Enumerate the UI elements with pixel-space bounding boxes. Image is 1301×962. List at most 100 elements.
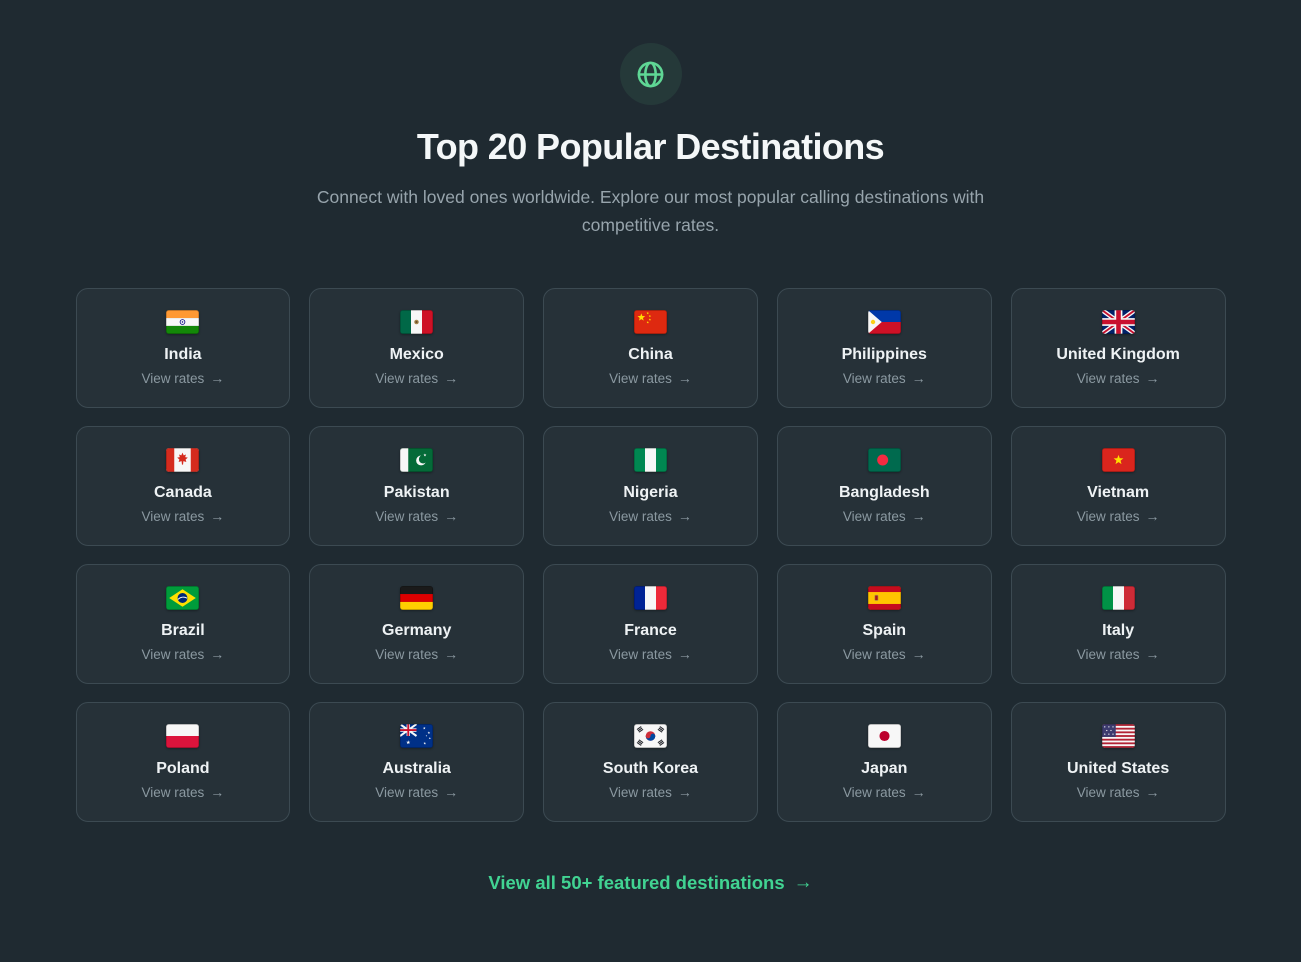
view-all-label: View all 50+ featured destinations xyxy=(488,872,785,893)
country-name: Vietnam xyxy=(1087,484,1150,501)
view-rates-link[interactable]: View rates → xyxy=(843,370,926,386)
united-kingdom-flag-icon xyxy=(1101,310,1135,334)
arrow-right-icon: → xyxy=(444,646,459,662)
country-name: Mexico xyxy=(389,346,444,363)
arrow-right-icon: → xyxy=(444,508,459,524)
destination-card-mx[interactable]: Mexico View rates → xyxy=(309,288,525,408)
destination-card-ng[interactable]: Nigeria View rates → xyxy=(543,426,758,546)
page-title: Top 20 Popular Destinations xyxy=(416,126,885,167)
view-rates-label: View rates xyxy=(1076,508,1140,524)
destination-card-it[interactable]: Italy View rates → xyxy=(1010,564,1226,684)
destination-card-in[interactable]: India View rates → xyxy=(75,288,291,408)
destination-card-au[interactable]: Australia View rates → xyxy=(309,702,525,822)
view-rates-link[interactable]: View rates → xyxy=(843,508,926,524)
view-rates-label: View rates xyxy=(141,508,205,524)
view-rates-label: View rates xyxy=(375,784,439,800)
view-rates-link[interactable]: View rates → xyxy=(1077,646,1160,662)
country-name: Germany xyxy=(382,622,452,639)
view-rates-link[interactable]: View rates → xyxy=(609,508,692,524)
country-name: Nigeria xyxy=(623,484,678,501)
view-rates-link[interactable]: View rates → xyxy=(609,370,692,386)
poland-flag-icon xyxy=(166,724,200,748)
view-rates-link[interactable]: View rates → xyxy=(375,646,458,662)
destination-card-pk[interactable]: Pakistan View rates → xyxy=(309,426,525,546)
view-rates-link[interactable]: View rates → xyxy=(843,646,926,662)
country-name: Philippines xyxy=(841,346,927,363)
view-rates-link[interactable]: View rates → xyxy=(1077,508,1160,524)
destination-card-de[interactable]: Germany View rates → xyxy=(309,564,525,684)
destination-card-ph[interactable]: Philippines View rates → xyxy=(776,288,992,408)
view-rates-label: View rates xyxy=(375,508,439,524)
destination-card-ca[interactable]: Canada View rates → xyxy=(75,426,291,546)
arrow-right-icon: → xyxy=(210,508,225,524)
india-flag-icon xyxy=(166,310,200,334)
view-rates-link[interactable]: View rates → xyxy=(609,784,692,800)
arrow-right-icon: → xyxy=(210,646,225,662)
country-name: India xyxy=(164,346,202,363)
country-name: Australia xyxy=(382,760,451,777)
destination-card-bd[interactable]: Bangladesh View rates → xyxy=(776,426,992,546)
view-rates-label: View rates xyxy=(375,646,439,662)
view-rates-label: View rates xyxy=(842,646,906,662)
south-korea-flag-icon xyxy=(633,724,667,748)
country-name: Pakistan xyxy=(383,484,450,501)
country-name: Poland xyxy=(156,760,210,777)
arrow-right-icon: → xyxy=(911,370,926,386)
destination-card-br[interactable]: Brazil View rates → xyxy=(75,564,291,684)
globe-icon xyxy=(637,61,664,87)
destination-card-gb[interactable]: United Kingdom View rates → xyxy=(1010,288,1226,408)
destination-card-vn[interactable]: Vietnam View rates → xyxy=(1010,426,1226,546)
arrow-right-icon: → xyxy=(677,370,692,386)
canada-flag-icon xyxy=(166,448,200,472)
view-rates-link[interactable]: View rates → xyxy=(375,784,458,800)
view-rates-label: View rates xyxy=(842,508,906,524)
destination-card-jp[interactable]: Japan View rates → xyxy=(776,702,992,822)
destination-card-es[interactable]: Spain View rates → xyxy=(776,564,992,684)
arrow-right-icon: → xyxy=(911,508,926,524)
view-rates-link[interactable]: View rates → xyxy=(142,784,225,800)
brazil-flag-icon xyxy=(166,586,200,610)
view-all-destinations-link[interactable]: View all 50+ featured destinations → xyxy=(0,872,1301,894)
france-flag-icon xyxy=(633,586,667,610)
country-name: Italy xyxy=(1102,622,1135,639)
country-name: France xyxy=(624,622,677,639)
view-rates-link[interactable]: View rates → xyxy=(375,508,458,524)
nigeria-flag-icon xyxy=(633,448,667,472)
arrow-right-icon: → xyxy=(1145,646,1160,662)
view-rates-link[interactable]: View rates → xyxy=(843,784,926,800)
view-rates-label: View rates xyxy=(609,508,672,524)
country-name: Brazil xyxy=(161,622,205,639)
japan-flag-icon xyxy=(867,724,901,748)
globe-icon-badge xyxy=(619,43,682,105)
arrow-right-icon: → xyxy=(210,370,225,386)
bangladesh-flag-icon xyxy=(867,448,901,472)
united-states-flag-icon xyxy=(1101,724,1135,748)
view-rates-label: View rates xyxy=(141,646,205,662)
view-rates-label: View rates xyxy=(842,370,906,386)
view-rates-link[interactable]: View rates → xyxy=(1077,370,1160,386)
destination-card-kr[interactable]: South Korea View rates → xyxy=(543,702,758,822)
view-rates-link[interactable]: View rates → xyxy=(609,646,692,662)
country-name: United States xyxy=(1066,760,1170,777)
destination-card-cn[interactable]: China View rates → xyxy=(543,288,758,408)
page-subtitle: Connect with loved ones worldwide. Explo… xyxy=(316,187,985,235)
destination-card-fr[interactable]: France View rates → xyxy=(543,564,758,684)
spain-flag-icon xyxy=(867,586,901,610)
australia-flag-icon xyxy=(400,724,434,748)
view-rates-link[interactable]: View rates → xyxy=(375,370,458,386)
country-name: South Korea xyxy=(602,760,699,777)
view-rates-link[interactable]: View rates → xyxy=(142,646,225,662)
destination-card-pl[interactable]: Poland View rates → xyxy=(75,702,291,822)
view-rates-label: View rates xyxy=(141,370,205,386)
view-rates-link[interactable]: View rates → xyxy=(142,370,225,386)
country-name: United Kingdom xyxy=(1056,346,1180,363)
view-rates-link[interactable]: View rates → xyxy=(142,508,225,524)
destination-card-us[interactable]: United States View rates → xyxy=(1010,702,1226,822)
philippines-flag-icon xyxy=(867,310,901,334)
view-rates-label: View rates xyxy=(609,784,672,800)
arrow-right-icon: → xyxy=(677,646,692,662)
country-name: Canada xyxy=(154,484,212,501)
arrow-right-icon: → xyxy=(911,646,926,662)
view-rates-link[interactable]: View rates → xyxy=(1077,784,1160,800)
